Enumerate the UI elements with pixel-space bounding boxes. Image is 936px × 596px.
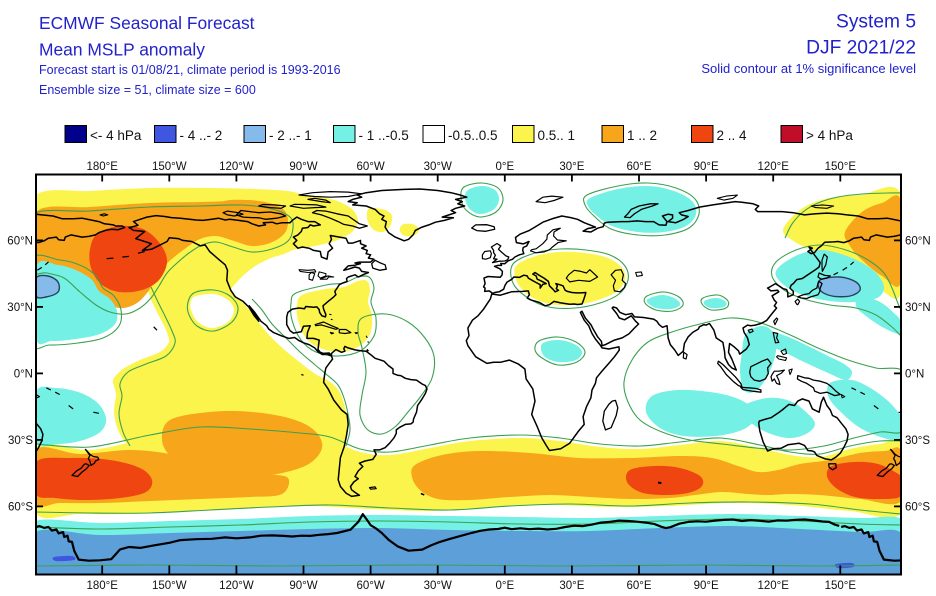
svg-text:30°E: 30°E xyxy=(559,580,584,592)
svg-text:<- 4 hPa: <- 4 hPa xyxy=(90,128,142,143)
svg-text:180°E: 180°E xyxy=(86,161,118,173)
svg-text:0°N: 0°N xyxy=(14,368,33,380)
svg-text:150°E: 150°E xyxy=(825,580,857,592)
svg-text:0°E: 0°E xyxy=(495,161,514,173)
svg-text:60°W: 60°W xyxy=(356,161,384,173)
svg-text:- 1 ..-0.5: - 1 ..-0.5 xyxy=(359,128,409,143)
svg-text:2 .. 4: 2 .. 4 xyxy=(717,128,748,143)
svg-text:-0.5..0.5: -0.5..0.5 xyxy=(448,128,498,143)
svg-text:90°E: 90°E xyxy=(694,161,719,173)
svg-text:120°E: 120°E xyxy=(757,580,789,592)
svg-text:60°S: 60°S xyxy=(8,501,33,513)
svg-text:150°W: 150°W xyxy=(152,580,187,592)
svg-text:DJF 2021/22: DJF 2021/22 xyxy=(806,38,916,59)
svg-text:Mean MSLP anomaly: Mean MSLP anomaly xyxy=(39,40,205,60)
svg-text:60°N: 60°N xyxy=(905,235,931,247)
svg-text:90°E: 90°E xyxy=(694,580,719,592)
svg-text:ECMWF Seasonal Forecast: ECMWF Seasonal Forecast xyxy=(39,13,255,33)
svg-text:30°W: 30°W xyxy=(424,161,452,173)
svg-text:120°W: 120°W xyxy=(219,161,254,173)
svg-text:0°E: 0°E xyxy=(495,580,514,592)
svg-text:30°E: 30°E xyxy=(559,161,584,173)
svg-text:60°N: 60°N xyxy=(7,235,33,247)
svg-text:90°W: 90°W xyxy=(289,580,317,592)
svg-text:0°N: 0°N xyxy=(905,368,924,380)
svg-text:60°E: 60°E xyxy=(626,161,651,173)
svg-text:30°S: 30°S xyxy=(905,435,930,447)
svg-text:0.5.. 1: 0.5.. 1 xyxy=(538,128,576,143)
svg-text:90°W: 90°W xyxy=(289,161,317,173)
svg-text:- 2 ..- 1: - 2 ..- 1 xyxy=(269,128,312,143)
svg-text:Forecast start is 01/08/21, cl: Forecast start is 01/08/21, climate peri… xyxy=(39,63,341,77)
svg-text:- 4 ..- 2: - 4 ..- 2 xyxy=(180,128,223,143)
svg-text:> 4 hPa: > 4 hPa xyxy=(806,128,853,143)
svg-text:30°N: 30°N xyxy=(7,302,33,314)
svg-text:Ensemble size = 51, climate si: Ensemble size = 51, climate size = 600 xyxy=(39,83,256,97)
svg-text:120°W: 120°W xyxy=(219,580,254,592)
svg-text:30°N: 30°N xyxy=(905,302,931,314)
svg-text:30°W: 30°W xyxy=(424,580,452,592)
svg-text:60°S: 60°S xyxy=(905,501,930,513)
svg-text:Solid contour at 1% significan: Solid contour at 1% significance level xyxy=(701,61,916,76)
svg-text:150°E: 150°E xyxy=(825,161,857,173)
svg-text:System 5: System 5 xyxy=(836,12,916,33)
svg-text:1 .. 2: 1 .. 2 xyxy=(627,128,657,143)
svg-text:60°W: 60°W xyxy=(356,580,384,592)
svg-text:30°S: 30°S xyxy=(8,435,33,447)
svg-text:150°W: 150°W xyxy=(152,161,187,173)
svg-text:180°E: 180°E xyxy=(86,580,118,592)
svg-text:120°E: 120°E xyxy=(757,161,789,173)
svg-text:60°E: 60°E xyxy=(626,580,651,592)
